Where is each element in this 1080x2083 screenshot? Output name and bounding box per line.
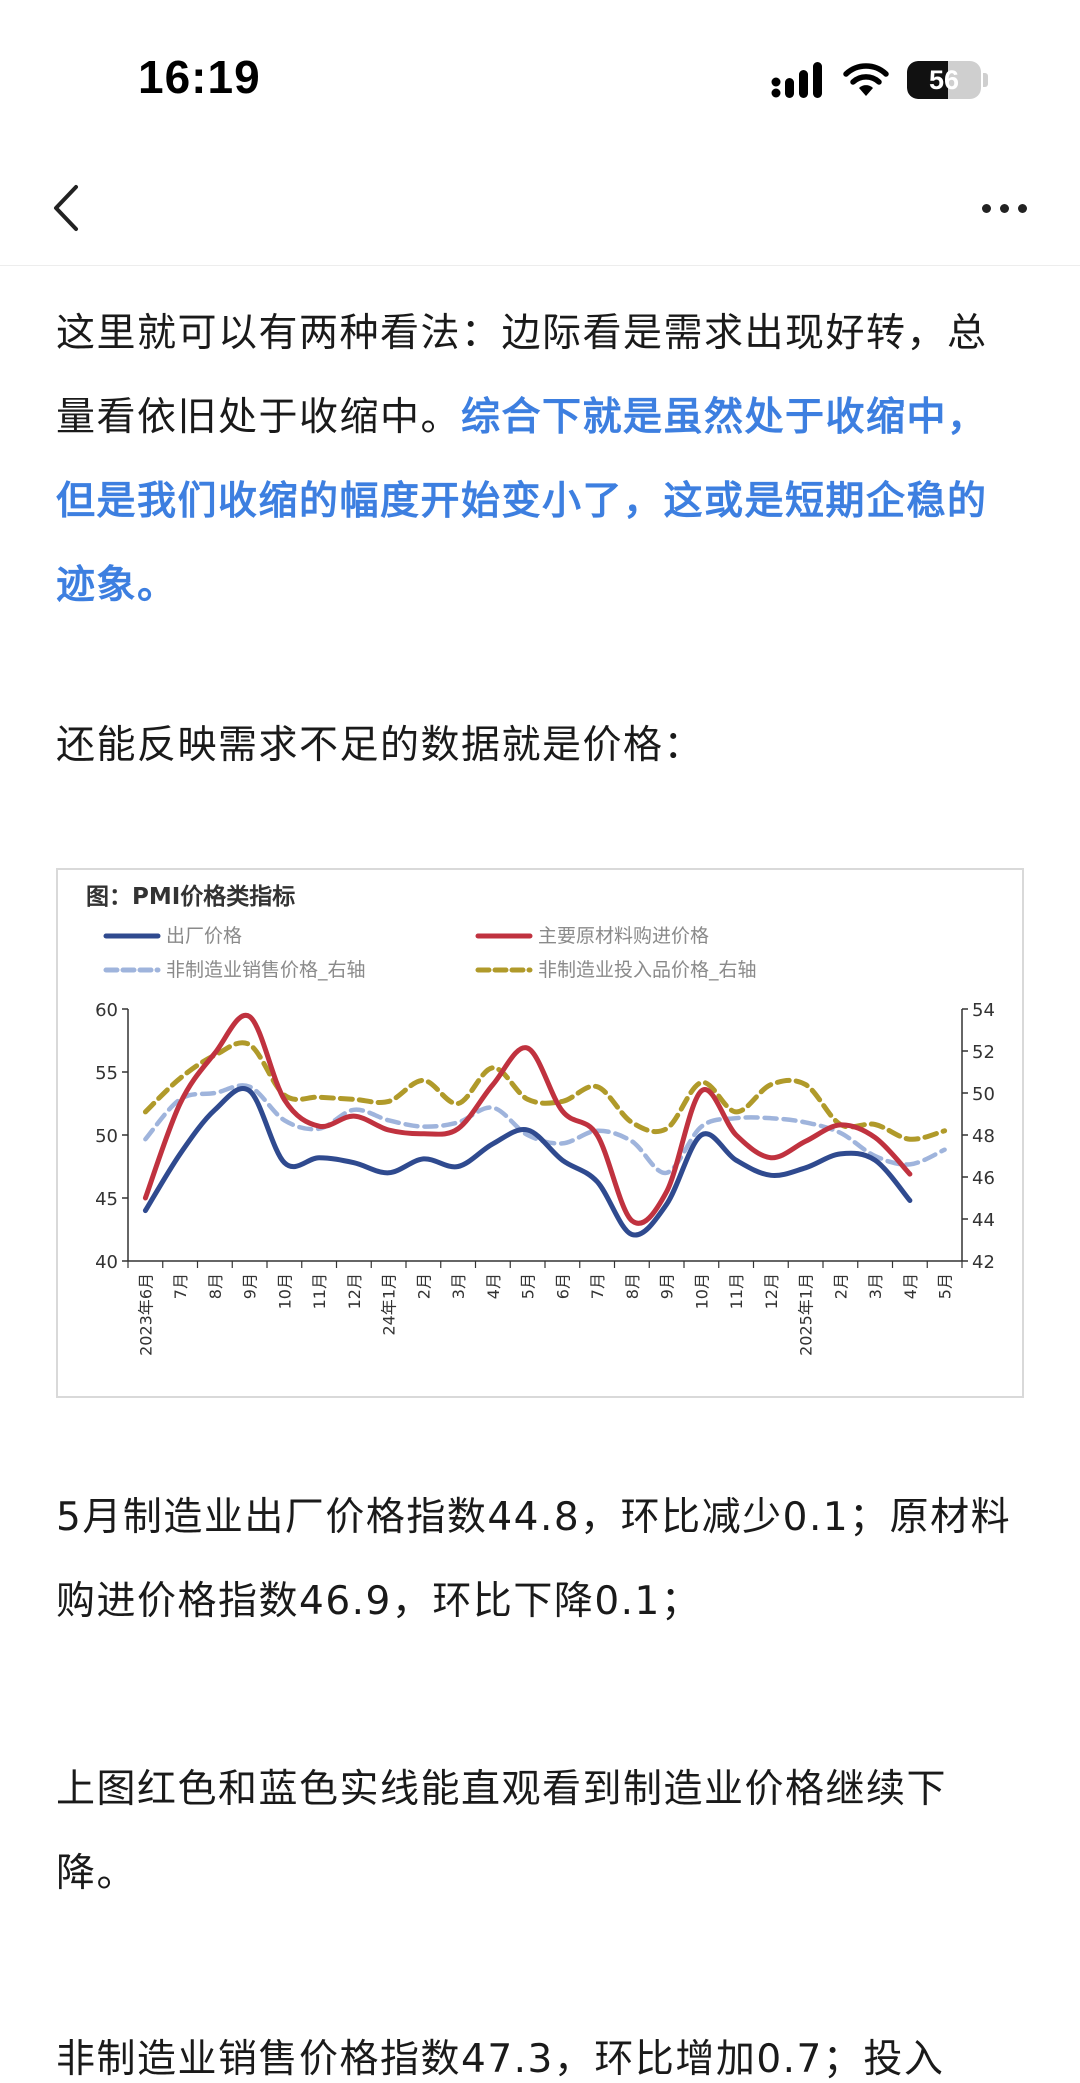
chart-title: 图：PMI价格类指标 (86, 883, 295, 910)
x-tick-label: 3月 (449, 1273, 468, 1299)
y-tick-label-right: 48 (972, 1126, 995, 1147)
status-icons: 56 (771, 58, 988, 102)
x-tick-label: 8月 (623, 1273, 642, 1299)
x-tick-label: 5月 (936, 1273, 955, 1299)
y-tick-label-right: 42 (972, 1252, 995, 1273)
more-dots-icon (981, 203, 991, 213)
y-tick-label-right: 50 (972, 1084, 995, 1105)
status-bar: 16:19 56 (0, 0, 1080, 150)
paragraph-3: 5月制造业出厂价格指数44.8，环比减少0.1；原材料购进价格指数46.9，环比… (56, 1495, 1012, 1624)
legend-label-3: 非制造业销售价格_右轴 (166, 959, 366, 981)
x-tick-label: 2025年1月 (797, 1273, 816, 1356)
legend-label-4: 非制造业投入品价格_右轴 (538, 959, 757, 981)
y-tick-label-right: 52 (972, 1042, 995, 1063)
x-tick-label: 6月 (553, 1273, 572, 1299)
more-dot (1017, 203, 1027, 213)
x-tick-label: 12月 (762, 1273, 781, 1309)
x-tick-label: 24年1月 (380, 1273, 399, 1336)
paragraph-1: 这里就可以有两种看法：边际看是需求出现好转，总量看依旧处于收缩中。综合下就是虽然… (56, 292, 1024, 628)
nav-bar (0, 150, 1080, 266)
x-tick-label: 9月 (658, 1273, 677, 1299)
back-button[interactable] (36, 178, 96, 238)
x-tick-label: 11月 (310, 1273, 329, 1309)
y-tick-label-left: 50 (95, 1126, 118, 1147)
y-tick-label-left: 60 (95, 1000, 118, 1021)
x-tick-label: 3月 (866, 1273, 885, 1299)
x-tick-label: 2月 (414, 1273, 433, 1299)
more-dot (999, 203, 1009, 213)
paragraph-4: 上图红色和蓝色实线能直观看到制造业价格继续下降。 (56, 1767, 948, 1896)
x-tick-label: 10月 (692, 1273, 711, 1309)
x-tick-label: 2023年6月 (136, 1273, 155, 1356)
x-tick-label: 9月 (241, 1273, 260, 1299)
x-tick-label: 11月 (727, 1273, 746, 1309)
battery-cap (983, 73, 988, 87)
x-tick-label: 12月 (345, 1273, 364, 1309)
battery-level: 56 (928, 65, 960, 95)
chart-image[interactable]: 图：PMI价格类指标出厂价格 主要原材料购进价格非制造业销售价格_右轴 非制造业投入… (56, 868, 1024, 1398)
paragraph-5: 非制造业销售价格指数47.3，环比增加0.7；投入 (56, 2037, 945, 2082)
x-tick-label: 4月 (901, 1273, 920, 1299)
x-tick-label: 4月 (484, 1273, 503, 1299)
chevron-left-icon (54, 185, 78, 231)
status-time: 16:19 (138, 51, 261, 103)
series-line-2 (142, 1012, 913, 1226)
legend-label-2: 主要原材料购进价格 (538, 925, 709, 947)
x-tick-label: 7月 (588, 1273, 607, 1299)
wifi-icon (843, 63, 889, 96)
y-tick-label-right: 44 (972, 1210, 995, 1231)
y-tick-label-right: 54 (972, 1000, 995, 1021)
battery-icon: 56 (907, 61, 981, 99)
y-tick-label-left: 40 (95, 1252, 118, 1273)
y-tick-label-right: 46 (972, 1168, 995, 1189)
paragraph-1-highlight: 综合下就是虽然处于收缩中，但是我们收缩的幅度开始变小了，这或是短期企稳的迹象。 (56, 395, 988, 608)
y-tick-label-left: 55 (95, 1063, 118, 1084)
x-tick-label: 10月 (275, 1273, 294, 1309)
legend-label-1: 出厂价格 (166, 925, 242, 947)
x-tick-label: 5月 (519, 1273, 538, 1299)
more-options-button[interactable] (968, 178, 1040, 238)
paragraph-1-text: 这里就可以有两种看法：边际看是需求出现好转，总量看依旧处于收缩中。 (56, 311, 988, 440)
x-tick-label: 8月 (206, 1273, 225, 1299)
series-line-1 (142, 1086, 913, 1238)
cellular-signal-icon (771, 62, 822, 98)
paragraph-2: 还能反映需求不足的数据就是价格： (56, 723, 705, 768)
y-tick-label-left: 45 (95, 1189, 118, 1210)
x-tick-label: 7月 (171, 1273, 190, 1299)
x-tick-label: 2月 (831, 1273, 850, 1299)
